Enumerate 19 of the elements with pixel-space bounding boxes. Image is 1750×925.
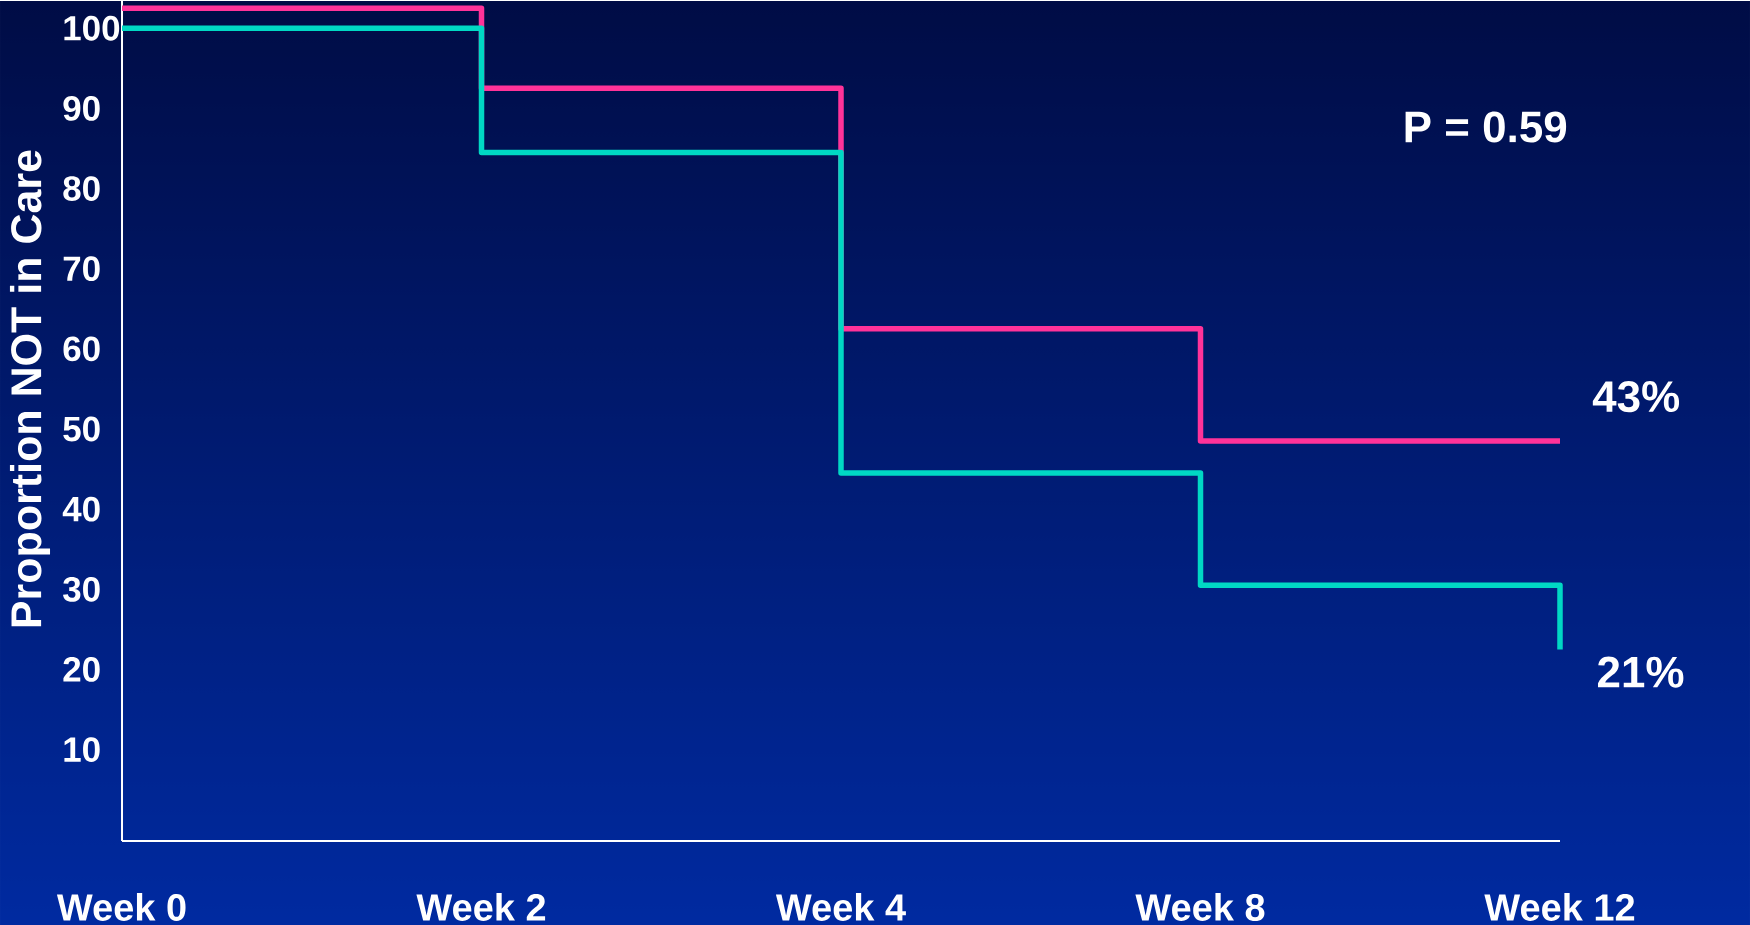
y-axis-title: Proportion NOT in Care	[9, 150, 51, 627]
y-tick-label: 40	[62, 496, 100, 522]
y-tick-label: 50	[63, 416, 100, 442]
x-tick-label: Week 2	[416, 893, 546, 921]
annotation: P = 0.59	[1405, 111, 1567, 143]
annotation: 21%	[1598, 656, 1684, 688]
y-tick-label: 80	[63, 176, 100, 201]
y-tick-label: 90	[63, 96, 100, 121]
y-tick-label: 30	[63, 576, 100, 602]
x-tick-label: Week 0	[56, 893, 186, 921]
y-tick-label: 10	[64, 737, 100, 763]
y-tick-label: 70	[63, 256, 100, 282]
y-tick-label: 100	[64, 15, 120, 41]
y-tick-label: 60	[63, 336, 100, 362]
x-tick-label: Week 8	[1135, 893, 1265, 921]
annotation: 43%	[1592, 381, 1680, 413]
y-tick-label: 20	[63, 657, 100, 682]
x-tick-label: Week 12	[1484, 893, 1635, 921]
x-tick-label: Week 4	[775, 893, 906, 921]
